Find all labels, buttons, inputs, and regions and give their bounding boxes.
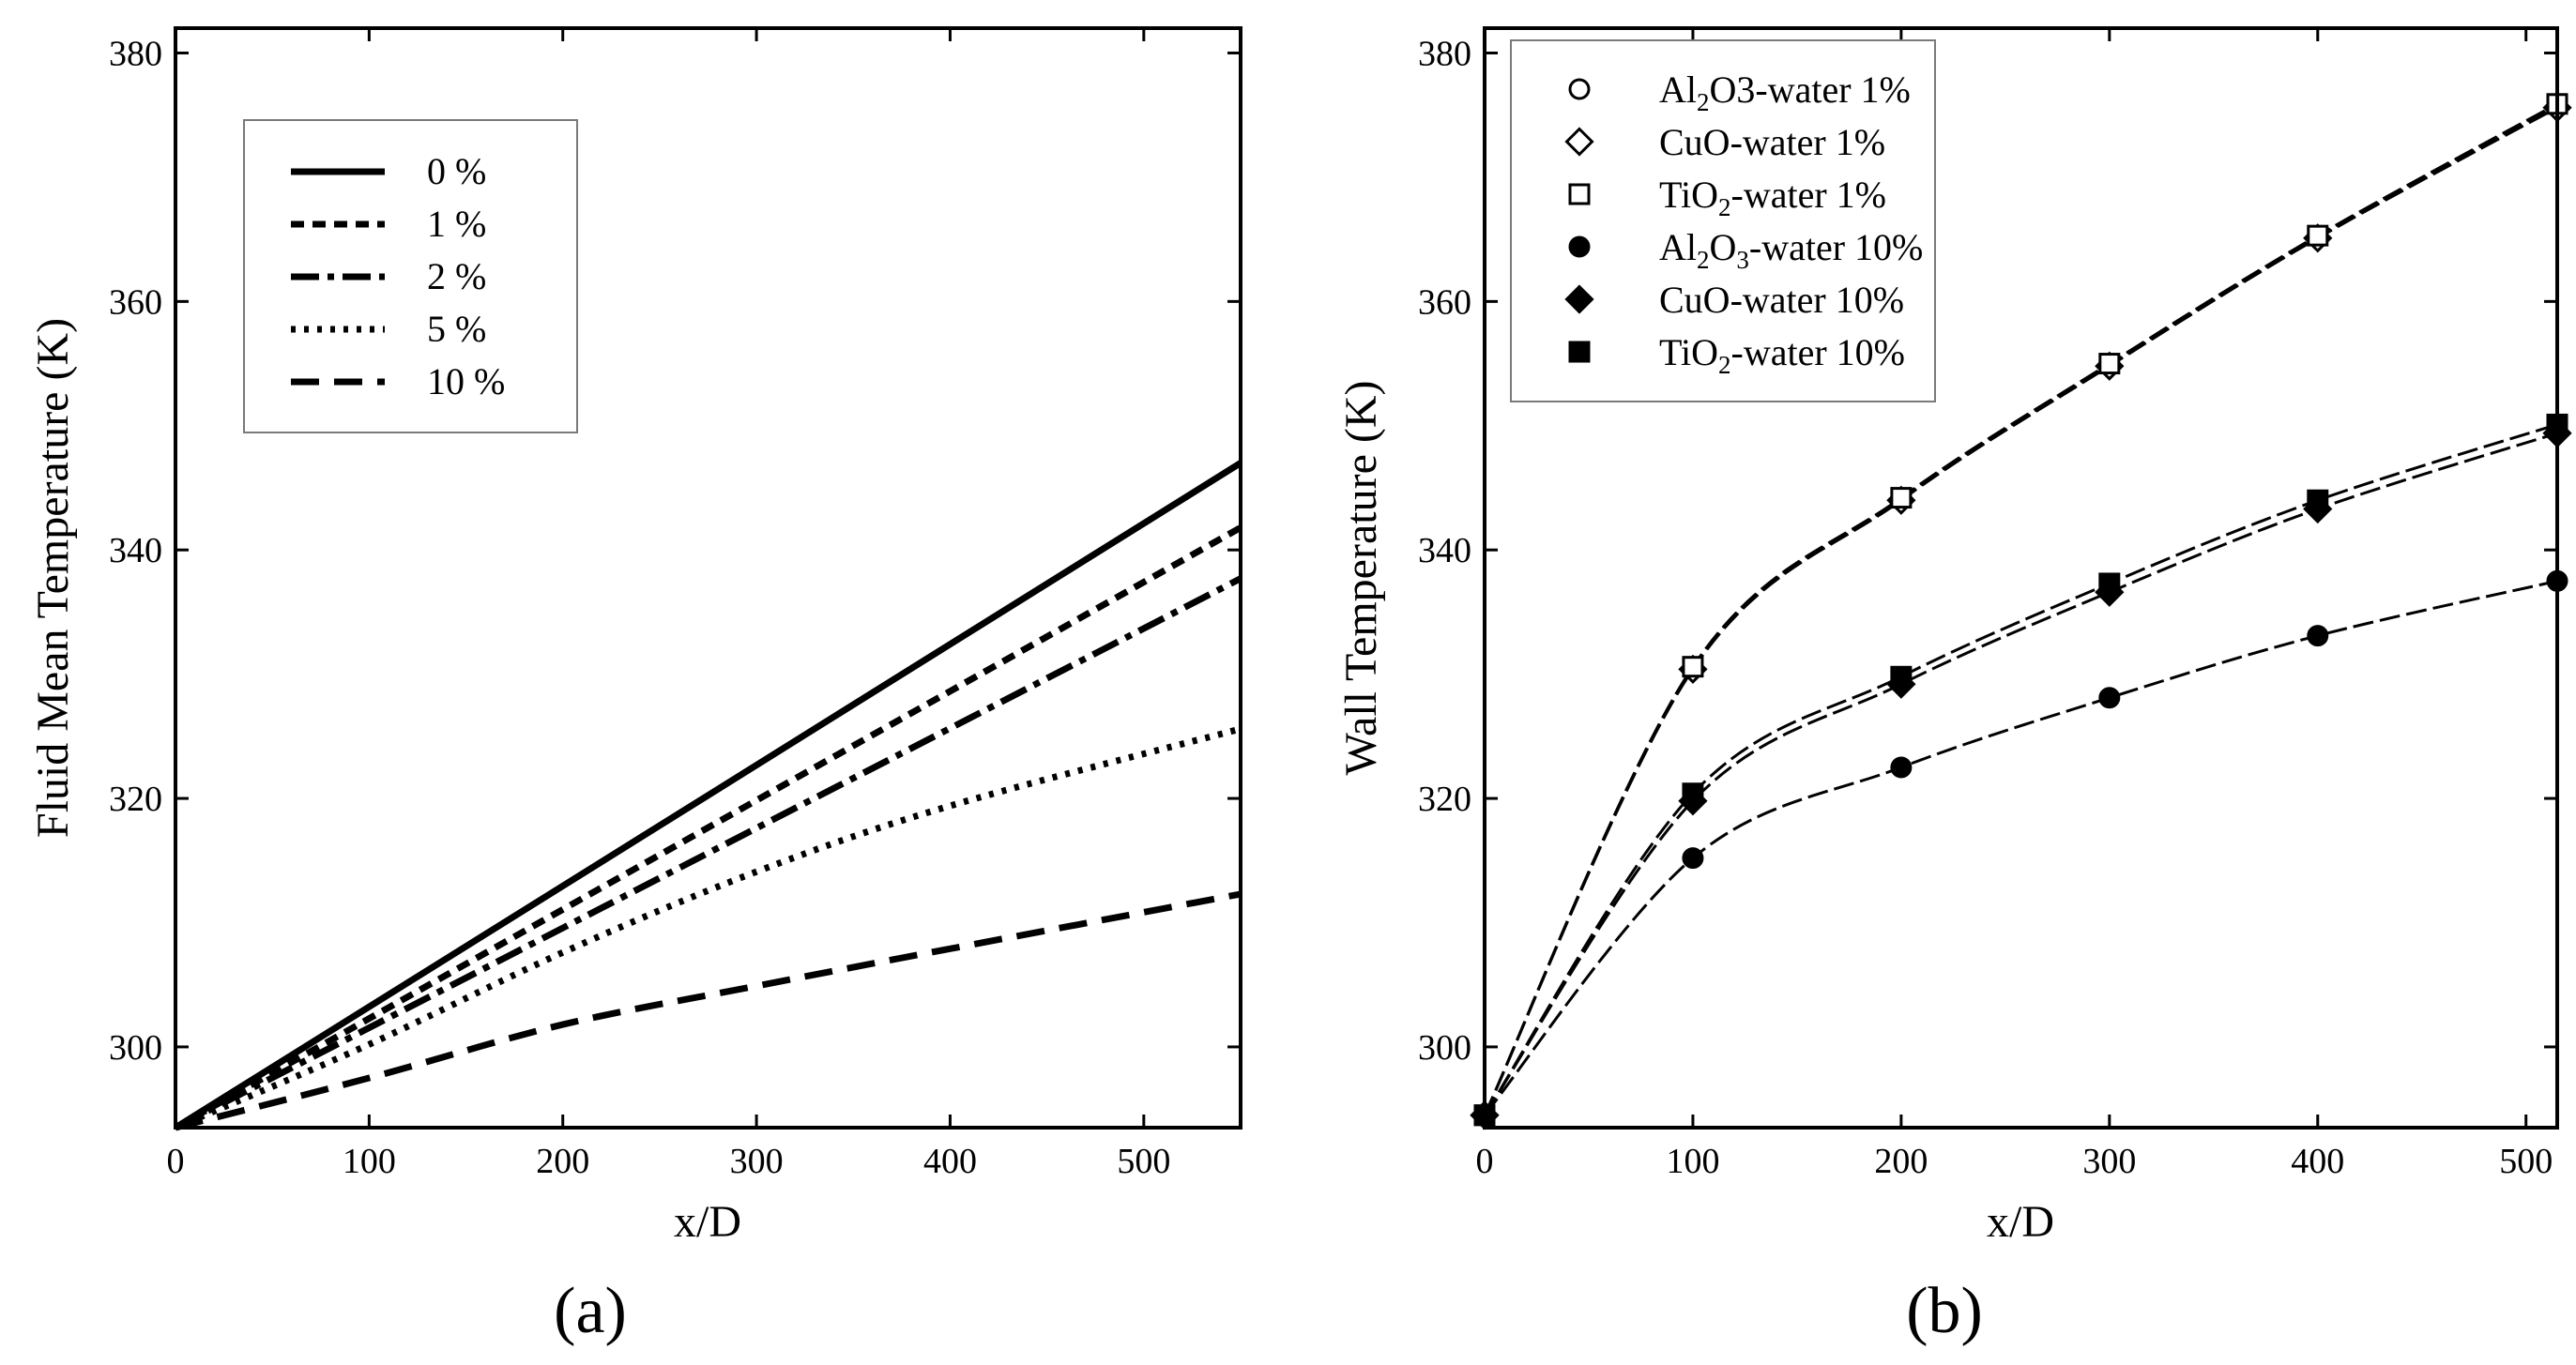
chart-b-y-tick-label: 320 xyxy=(1418,780,1471,819)
chart-b-marker-circle-filled xyxy=(1682,847,1704,870)
chart-b-marker-square-filled xyxy=(2307,489,2329,511)
chart-a-series-line xyxy=(174,524,1242,1131)
chart-b-marker-square-open xyxy=(1890,487,1913,509)
chart-a-series-line xyxy=(174,575,1242,1131)
chart-b-x-tick-label: 0 xyxy=(1476,1142,1494,1181)
chart-a-x-tick-label: 500 xyxy=(1117,1142,1170,1181)
legend-text: O3-water 1% xyxy=(1710,68,1911,111)
chart-a-legend-label: 2 % xyxy=(427,255,486,297)
legend-subscript: 3 xyxy=(1736,246,1749,274)
chart-a-plot-frame xyxy=(174,26,1242,1130)
legend-text: TiO xyxy=(1659,331,1718,373)
chart-a-ticks: 0 100 200 300 400 500 300 320 340 360 380 xyxy=(109,28,1241,1181)
chart-b-x-tick-label: 100 xyxy=(1666,1142,1719,1181)
chart-b-series-line xyxy=(1483,423,2558,1116)
chart-b-marker-square-filled xyxy=(1890,665,1913,688)
chart-b-legend-label: TiO2-water 1% xyxy=(1659,174,1886,221)
legend-subscript: 2 xyxy=(1697,88,1710,116)
chart-a-series-line xyxy=(175,890,1242,1131)
chart-a-legend-label: 10 % xyxy=(427,360,505,402)
chart-a-y-tick-label: 320 xyxy=(109,780,162,819)
chart-b-y-tick-label: 340 xyxy=(1418,531,1471,570)
legend-subscript: 2 xyxy=(1718,351,1731,379)
chart-b-y-tick-label: 360 xyxy=(1418,282,1471,322)
chart-b-panel-label: (b) xyxy=(1906,1275,1983,1347)
chart-b-legend-marker xyxy=(1568,183,1591,205)
legend-text: Al xyxy=(1659,68,1697,111)
chart-a-series-line xyxy=(174,725,1242,1131)
chart-a-x-tick-label: 300 xyxy=(730,1142,784,1181)
chart-b-x-tick-label: 200 xyxy=(1874,1142,1928,1181)
chart-a-y-tick-label: 380 xyxy=(109,34,162,73)
chart-a-ylabel: Fluid Mean Temperature (K) xyxy=(28,318,78,838)
chart-b-series-line xyxy=(1483,432,2558,1116)
chart-b-ticks: 0 100 200 300 400 500 300 320 340 360 380 xyxy=(1418,28,2557,1181)
legend-text: TiO xyxy=(1659,174,1718,216)
chart-b-y-tick-label: 300 xyxy=(1418,1028,1471,1068)
chart-b-legend-label: CuO-water 1% xyxy=(1659,121,1885,163)
chart-b-legend-marker xyxy=(1568,235,1591,258)
legend-text: -water 10% xyxy=(1731,331,1905,373)
chart-b-marker-square-filled xyxy=(2098,572,2121,595)
legend-text: CuO-water 10% xyxy=(1659,279,1904,321)
chart-a-series-line xyxy=(174,460,1242,1130)
chart-a-legend-label: 0 % xyxy=(427,150,486,192)
chart-b-series-line xyxy=(1483,579,2558,1116)
chart-b-xlabel: x/D xyxy=(1987,1197,2054,1247)
chart-a-legend-label: 1 % xyxy=(427,203,486,245)
legend-text: -water 1% xyxy=(1731,174,1886,216)
chart-b-legend-label: CuO-water 10% xyxy=(1659,279,1904,321)
legend-subscript: 2 xyxy=(1718,193,1731,221)
chart-b-x-tick-label: 500 xyxy=(2499,1142,2553,1181)
chart-b-legend-label: TiO2-water 10% xyxy=(1659,331,1905,379)
chart-b-series-line xyxy=(1483,106,2558,1116)
chart-b-legend-marker xyxy=(1564,284,1594,314)
chart-b-marker-circle-filled xyxy=(1890,756,1913,779)
chart-b-series-line xyxy=(1483,102,2558,1116)
chart-b-marker-square-open xyxy=(2098,353,2121,375)
chart-a-x-tick-label: 100 xyxy=(343,1142,396,1181)
chart-b-legend-marker xyxy=(1564,127,1594,157)
chart-b-marker-circle-filled xyxy=(2307,625,2329,647)
legend-text: O xyxy=(1710,226,1737,268)
chart-b-legend-marker xyxy=(1568,341,1591,363)
chart-b-y-tick-label: 380 xyxy=(1418,34,1471,73)
chart-a-x-tick-label: 0 xyxy=(167,1142,185,1181)
chart-b-x-tick-label: 400 xyxy=(2291,1142,2344,1181)
legend-text: Al xyxy=(1659,226,1697,268)
chart-b-legend: Al2O3-water 1%CuO-water 1%TiO2-water 1%A… xyxy=(1510,39,1936,402)
chart-a-x-tick-label: 400 xyxy=(923,1142,977,1181)
legend-subscript: 2 xyxy=(1697,246,1710,274)
chart-a-xlabel: x/D xyxy=(674,1197,741,1247)
chart-b-marker-square-open xyxy=(2307,224,2329,247)
chart-a-legend: 0 % 1 % 2 % 5 % 10 % xyxy=(243,119,578,433)
chart-b-legend-label: Al2O3-water 10% xyxy=(1659,226,1923,274)
chart-b-legend-marker xyxy=(1568,78,1591,100)
legend-text: -water 10% xyxy=(1749,226,1923,268)
chart-a-y-tick-label: 340 xyxy=(109,531,162,570)
chart-b-marker-circle-filled xyxy=(2098,687,2121,709)
chart-a-y-tick-label: 360 xyxy=(109,282,162,322)
chart-b-x-tick-label: 300 xyxy=(2082,1142,2136,1181)
chart-b-series-lines xyxy=(1483,102,2558,1116)
chart-a-legend-label: 5 % xyxy=(427,308,486,350)
chart-b-legend-label: Al2O3-water 1% xyxy=(1659,68,1911,116)
chart-b-plot-frame xyxy=(1483,26,2559,1130)
chart-b-series-markers xyxy=(1470,93,2572,1130)
chart-a: 0 100 200 300 400 500 300 320 340 360 380 x/D Flui… xyxy=(28,26,1242,1347)
chart-a-x-tick-label: 200 xyxy=(536,1142,589,1181)
chart-a-series-lines xyxy=(174,460,1242,1131)
chart-b-marker-square-filled xyxy=(1682,782,1704,805)
chart-b-ylabel: Wall Temperature (K) xyxy=(1336,380,1386,775)
chart-b-marker-square-open xyxy=(1682,656,1704,678)
chart-a-panel-label: (a) xyxy=(554,1275,627,1347)
chart-a-y-tick-label: 300 xyxy=(109,1028,162,1068)
chart-b: 0 100 200 300 400 500 300 320 340 360 380 x/D Wall… xyxy=(1336,26,2572,1347)
legend-text: CuO-water 1% xyxy=(1659,121,1885,163)
